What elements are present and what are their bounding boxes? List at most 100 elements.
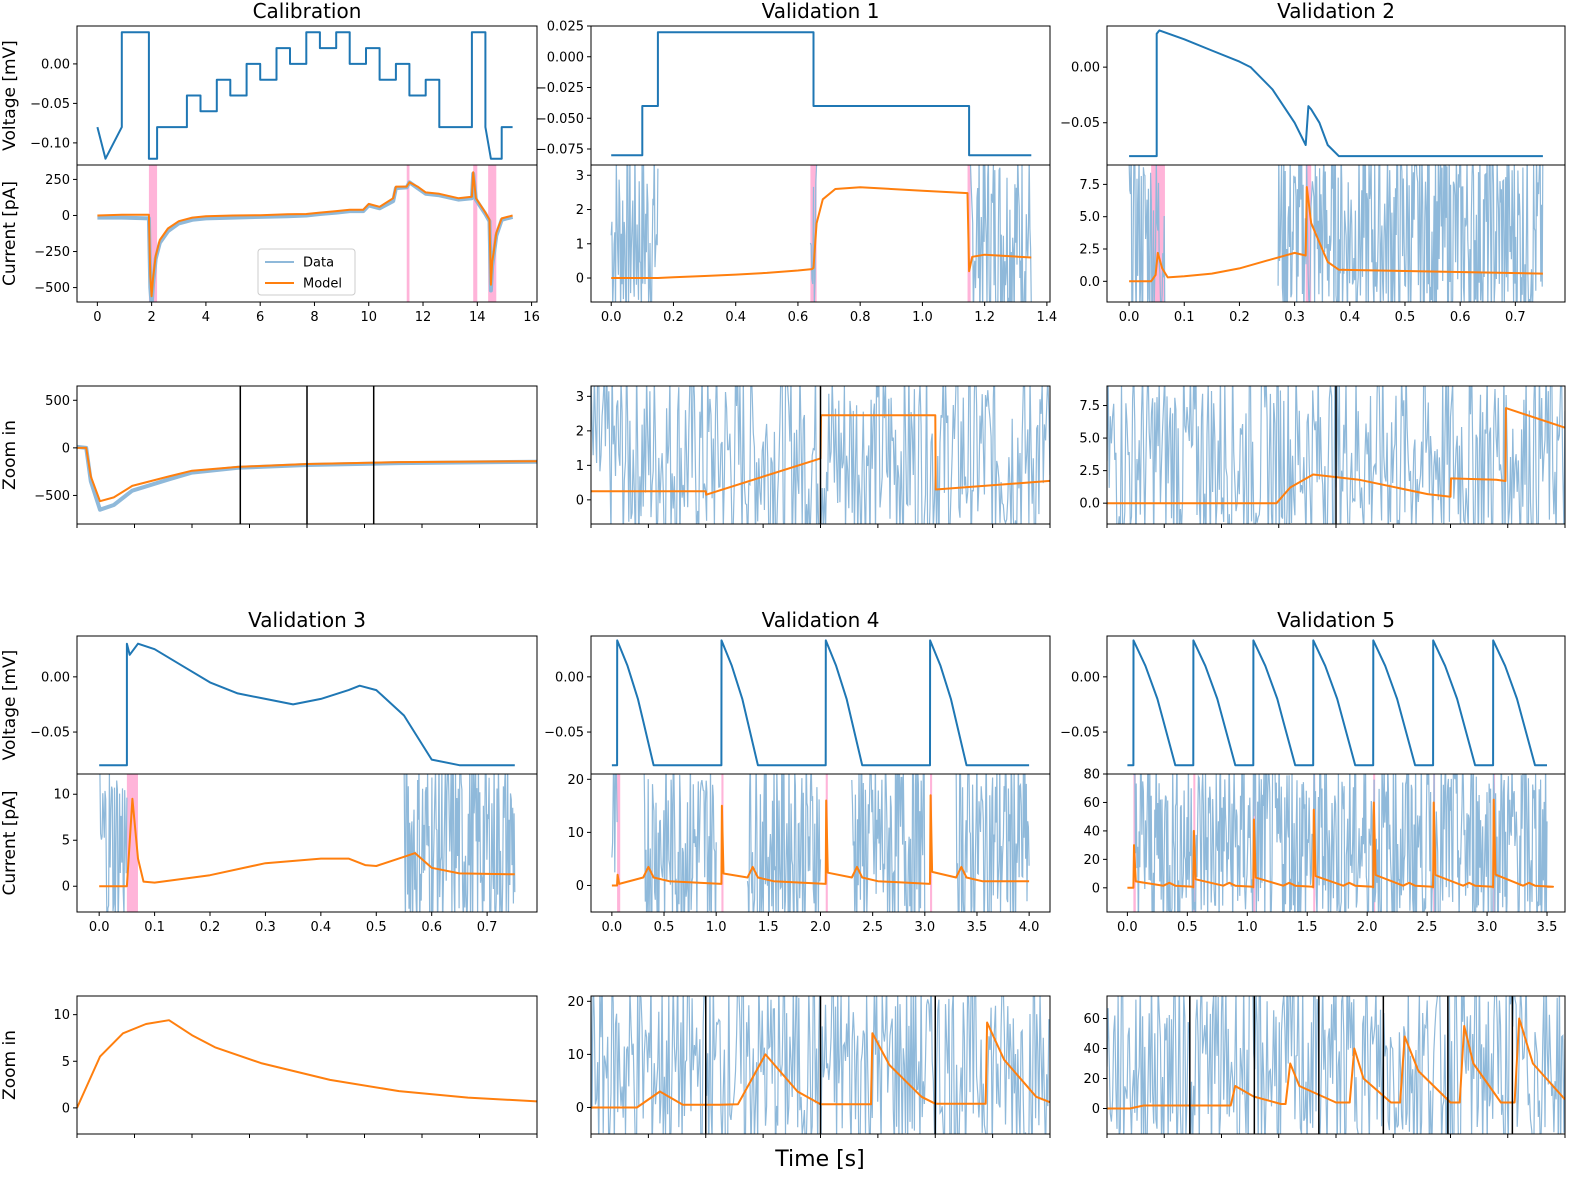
panel-validation-4-current-xtick-label: 2.0	[810, 920, 831, 935]
panel-validation-4-current-xtick-label: 0.0	[602, 920, 623, 935]
panel-validation-2-zoom-ytick-label: 5.0	[1079, 432, 1100, 447]
panel-validation-3-voltage-ylabel: Voltage [mV]	[0, 650, 20, 761]
panel-validation-2-model-line	[1129, 186, 1543, 283]
panel-validation-4-current-ytick-label: 0	[576, 879, 584, 894]
panel-calibration-current-ytick-label: −250	[34, 245, 70, 260]
panel-calibration-highlight-region	[473, 165, 478, 302]
panel-validation-3-current-ylabel: Current [pA]	[0, 791, 20, 896]
panel-calibration-current-ytick-label: 250	[45, 173, 70, 188]
panel-validation-5-title: Validation 5	[1277, 608, 1395, 632]
panel-validation-4-data-noise	[746, 774, 822, 912]
panel-calibration-current-xtick-label: 16	[523, 310, 540, 325]
panel-validation-3-title: Validation 3	[248, 608, 366, 632]
panel-validation-5-zoom-data-noise	[1107, 996, 1565, 1134]
panel-validation-2-current-xtick-label: 0.6	[1450, 310, 1471, 325]
panel-validation-2-current-axes	[1106, 164, 1566, 303]
panel-validation-3-current-xtick-label: 0.2	[200, 920, 221, 935]
panel-validation-2-voltage-ytick-label: −0.05	[1060, 116, 1100, 131]
panel-validation-2-current-ytick-label: 7.5	[1079, 178, 1100, 193]
panel-validation-1-current-xtick-label: 1.0	[912, 310, 933, 325]
panel-validation-2-zoom-model-line	[1107, 407, 1565, 505]
panel-validation-3-model-line	[99, 797, 515, 888]
panel-calibration-current-ytick-label: 0	[62, 209, 70, 224]
panel-validation-1-model-line	[611, 186, 1032, 279]
panel-validation-1-zoom-ytick-label: 2	[576, 424, 584, 439]
panel-validation-1-current-ytick-label: 1	[576, 237, 584, 252]
panel-validation-5-current-axes	[1106, 773, 1566, 913]
panel-validation-1-zoom-ytick-label: 0	[576, 493, 584, 508]
panel-validation-2-current-xtick-label: 0.2	[1229, 310, 1250, 325]
panel-validation-4-data-noise	[851, 774, 926, 912]
panel-validation-1-current-xtick-label: 1.4	[1037, 310, 1058, 325]
panel-validation-4-current-xtick-label: 3.0	[914, 920, 935, 935]
panel-validation-5-current-ytick-label: 60	[1083, 796, 1100, 811]
panel-validation-3-current-xtick-label: 0.3	[255, 920, 276, 935]
panel-validation-5-current-xtick-label: 0.5	[1177, 920, 1198, 935]
panel-validation-4-current-xtick-label: 3.5	[967, 920, 988, 935]
panel-calibration-zoom-ylabel: Zoom in	[0, 420, 20, 490]
panel-validation-2-current-xtick-label: 0.3	[1284, 310, 1305, 325]
panel-calibration-current-xtick-label: 2	[147, 310, 155, 325]
panel-calibration-voltage-ytick-label: −0.10	[30, 136, 70, 151]
panel-validation-3-current-xtick-label: 0.0	[89, 920, 110, 935]
panel-validation-5-current-xtick-label: 1.5	[1297, 920, 1318, 935]
panel-validation-4-current-xtick-label: 1.5	[758, 920, 779, 935]
panel-validation-1-current-axes	[590, 164, 1051, 303]
panel-calibration-title: Calibration	[253, 0, 362, 23]
panel-validation-1-voltage-ytick-label: 0.000	[547, 50, 584, 65]
panel-calibration-zoom-ytick-label: 500	[45, 394, 70, 409]
panel-validation-3-zoom-ytick-label: 0	[62, 1101, 70, 1116]
panel-validation-1-current-xtick-label: 1.2	[974, 310, 995, 325]
panel-validation-5-current-ytick-label: 0	[1092, 881, 1100, 896]
panel-calibration-current-xtick-label: 0	[93, 310, 101, 325]
panel-validation-1-current-ytick-label: 3	[576, 169, 584, 184]
panel-calibration-current-ylabel: Current [pA]	[0, 181, 20, 286]
panel-validation-1-voltage-line	[611, 31, 1032, 157]
panel-validation-4-zoom-ytick-label: 20	[567, 995, 584, 1010]
panel-validation-4-zoom-ytick-label: 0	[576, 1101, 584, 1116]
panel-calibration-voltage-ytick-label: −0.05	[30, 97, 70, 112]
panel-validation-4-voltage-line	[611, 639, 1030, 767]
panel-validation-1-current-ytick-label: 2	[576, 203, 584, 218]
legend-label-data: Data	[303, 256, 334, 271]
panel-validation-4-voltage-axes	[590, 635, 1051, 775]
panel-validation-3-current-ytick-label: 0	[62, 880, 70, 895]
panel-validation-5-current-ytick-label: 20	[1083, 853, 1100, 868]
panel-validation-3-data-noise	[403, 774, 516, 912]
panel-validation-1-current-ytick-label: 0	[576, 272, 584, 287]
panel-validation-4-highlight-region	[617, 774, 621, 912]
panel-validation-2-title: Validation 2	[1277, 0, 1395, 23]
panel-validation-2-zoom-ytick-label: 7.5	[1079, 399, 1100, 414]
panel-validation-4-data-noise	[611, 774, 618, 873]
panel-validation-2-voltage-line	[1129, 29, 1543, 158]
panel-validation-4-current-xtick-label: 1.0	[706, 920, 727, 935]
panel-validation-2-voltage-axes	[1106, 25, 1566, 166]
panel-validation-3-current-xtick-label: 0.7	[477, 920, 498, 935]
panel-validation-2-current-ytick-label: 0.0	[1079, 275, 1100, 290]
panel-validation-1-voltage-ytick-label: 0.025	[547, 20, 584, 35]
panel-validation-4-zoom-ytick-label: 10	[567, 1048, 584, 1063]
panel-calibration-current-xtick-label: 10	[360, 310, 377, 325]
panel-validation-5-zoom-ytick-label: 20	[1083, 1072, 1100, 1087]
panel-validation-2-current-ytick-label: 5.0	[1079, 210, 1100, 225]
panel-calibration-highlight-region	[148, 165, 158, 302]
panel-validation-2-voltage-ytick-label: 0.00	[1071, 61, 1100, 76]
panel-validation-3-voltage-ytick-label: −0.05	[30, 726, 70, 741]
panel-validation-5-current-xtick-label: 1.0	[1237, 920, 1258, 935]
panel-validation-2-current-xtick-label: 0.0	[1119, 310, 1140, 325]
panel-calibration-zoom-ytick-label: 0	[62, 441, 70, 456]
panel-calibration-current-xtick-label: 6	[256, 310, 264, 325]
panel-validation-2-current-ytick-label: 2.5	[1079, 243, 1100, 258]
panel-validation-4-data-noise	[643, 774, 717, 912]
panel-validation-3-current-xtick-label: 0.6	[421, 920, 442, 935]
panel-validation-5-voltage-line	[1127, 639, 1547, 767]
panel-validation-3-current-xtick-label: 0.4	[311, 920, 332, 935]
panel-validation-1-current-xtick-label: 0.4	[725, 310, 746, 325]
panel-validation-3-zoom-ytick-label: 5	[62, 1055, 70, 1070]
panel-validation-5-current-xtick-label: 3.5	[1537, 920, 1558, 935]
panel-validation-5-voltage-axes	[1106, 635, 1566, 775]
panel-validation-1-data-noise	[809, 165, 818, 302]
panel-calibration-current-xtick-label: 4	[202, 310, 210, 325]
panel-validation-4-voltage-ytick-label: 0.00	[555, 670, 584, 685]
panel-validation-3-current-axes	[76, 773, 538, 913]
